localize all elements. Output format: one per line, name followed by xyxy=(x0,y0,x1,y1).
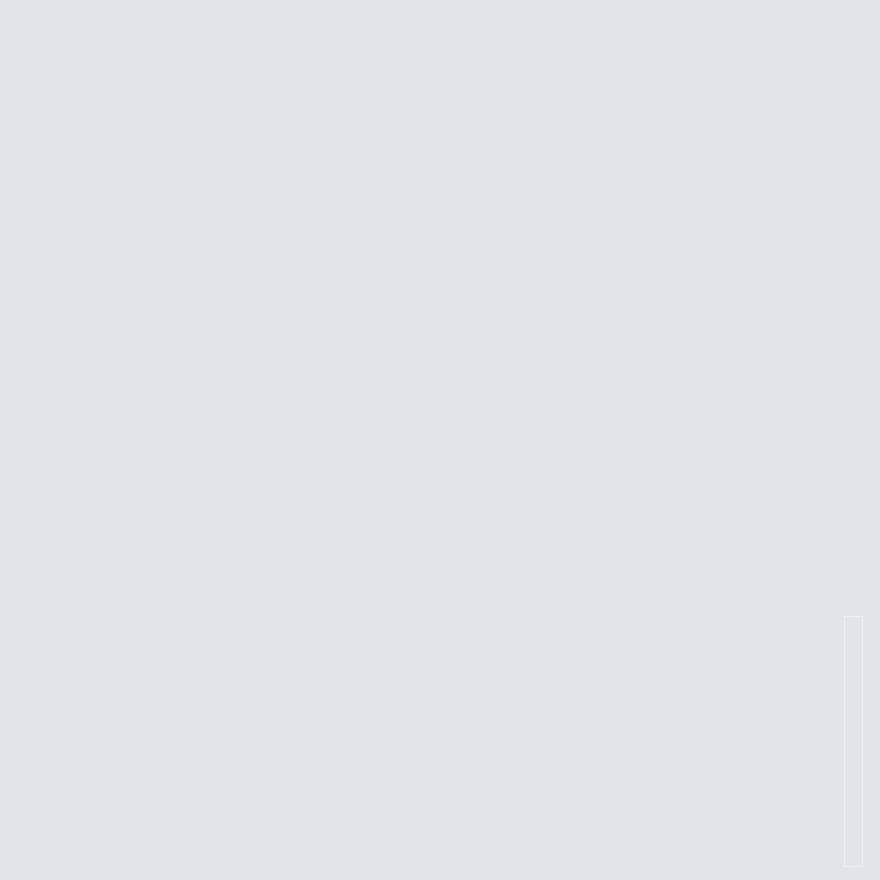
dbz-colorbar xyxy=(840,594,880,876)
colorbar-gradient xyxy=(844,616,863,867)
